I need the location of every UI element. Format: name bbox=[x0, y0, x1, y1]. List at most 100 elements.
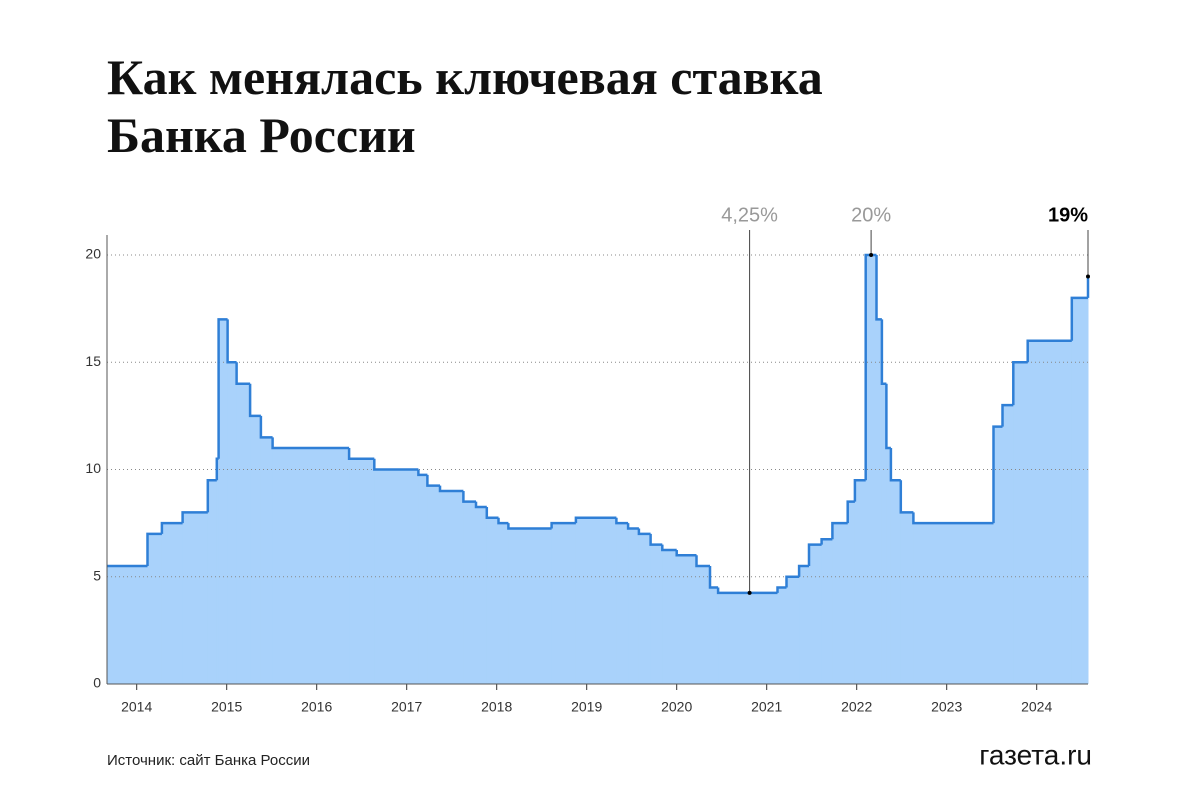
area-step bbox=[886, 448, 892, 684]
area-step bbox=[913, 523, 994, 684]
area-step bbox=[374, 469, 419, 684]
y-tick-label: 20 bbox=[85, 246, 101, 262]
area-step bbox=[847, 501, 856, 684]
area-step bbox=[161, 523, 184, 684]
step-line bbox=[992, 425, 1003, 524]
area-step bbox=[551, 523, 577, 684]
step-line bbox=[1001, 403, 1014, 427]
area-step bbox=[616, 523, 629, 684]
step-line bbox=[206, 478, 217, 513]
step-line bbox=[574, 516, 617, 524]
area-step bbox=[1013, 362, 1029, 684]
step-line bbox=[259, 415, 273, 439]
step-line bbox=[675, 549, 697, 557]
step-line bbox=[271, 437, 350, 450]
step-line bbox=[1026, 339, 1072, 363]
line bbox=[107, 253, 1090, 595]
annotation-label: 20% bbox=[851, 204, 891, 226]
step-line bbox=[785, 575, 800, 588]
step-line bbox=[615, 517, 629, 525]
area-step bbox=[440, 490, 464, 684]
step-line bbox=[820, 537, 833, 545]
step-line bbox=[695, 555, 710, 568]
area-step bbox=[628, 528, 640, 684]
area-step bbox=[662, 549, 678, 684]
x-tick-label: 2019 bbox=[571, 699, 602, 715]
x-tick-label: 2017 bbox=[391, 699, 422, 715]
area-step bbox=[463, 501, 477, 684]
step-line bbox=[438, 485, 464, 493]
y-tick-label: 15 bbox=[85, 353, 101, 369]
step-line bbox=[235, 362, 251, 385]
x-tick-label: 2018 bbox=[481, 699, 512, 715]
chart-title: Как менялась ключевая ставка Банка Росси… bbox=[107, 49, 823, 163]
area-step bbox=[786, 576, 800, 684]
step-line bbox=[1012, 361, 1028, 406]
step-line bbox=[912, 512, 994, 525]
area-step bbox=[993, 426, 1003, 684]
area-step bbox=[272, 448, 350, 684]
step-line bbox=[217, 318, 228, 459]
area-step bbox=[486, 517, 499, 684]
step-line bbox=[831, 521, 848, 540]
area-step bbox=[508, 528, 553, 684]
step-line bbox=[226, 319, 237, 364]
area-step bbox=[575, 517, 617, 684]
area bbox=[107, 255, 1089, 684]
area-step bbox=[710, 587, 719, 684]
step-line bbox=[880, 319, 887, 385]
step-line bbox=[637, 528, 651, 536]
area-step bbox=[107, 566, 148, 684]
step-line bbox=[248, 383, 261, 418]
y-tick-label: 0 bbox=[93, 675, 101, 691]
step-line bbox=[550, 521, 576, 529]
x-tick-label: 2016 bbox=[301, 699, 332, 715]
area-step bbox=[881, 383, 887, 684]
area-step bbox=[777, 587, 787, 684]
source: Источник: сайт Банка России bbox=[107, 752, 310, 769]
area-step bbox=[427, 485, 441, 684]
area-step bbox=[876, 319, 883, 684]
step-line bbox=[797, 564, 809, 577]
area-step bbox=[676, 555, 697, 684]
step-line bbox=[426, 474, 440, 487]
annotation-dot bbox=[869, 253, 874, 257]
step-line bbox=[853, 478, 866, 502]
area-step bbox=[832, 523, 849, 684]
area-step bbox=[182, 512, 209, 684]
area-step bbox=[1002, 405, 1014, 684]
step-line bbox=[1070, 296, 1088, 341]
step-line bbox=[146, 532, 162, 567]
y-tick-label: 5 bbox=[93, 567, 101, 583]
step-line bbox=[181, 511, 208, 524]
area-step bbox=[809, 544, 823, 684]
step-line bbox=[160, 521, 183, 534]
area-step bbox=[218, 319, 229, 684]
area-step bbox=[900, 512, 914, 684]
step-line bbox=[889, 448, 901, 482]
logo: газета.ru bbox=[979, 739, 1092, 770]
step-line bbox=[776, 586, 787, 593]
step-line bbox=[899, 480, 914, 514]
area-step bbox=[418, 474, 428, 684]
annotation-label: 19% bbox=[1048, 204, 1088, 226]
step-line bbox=[875, 255, 882, 321]
annotation-label: 4,25% bbox=[721, 204, 778, 226]
step-line bbox=[716, 587, 778, 595]
step-line bbox=[507, 523, 552, 530]
area-step bbox=[227, 362, 238, 684]
step-line bbox=[708, 566, 719, 589]
area-step bbox=[718, 592, 778, 684]
area-step bbox=[236, 383, 251, 684]
step-line bbox=[846, 500, 855, 524]
step-line bbox=[373, 458, 419, 471]
x-tick-label: 2015 bbox=[211, 699, 242, 715]
step-line bbox=[626, 523, 639, 530]
area-step bbox=[890, 480, 902, 684]
y-tick-label: 10 bbox=[85, 460, 101, 476]
step-line bbox=[661, 544, 677, 552]
x-tick-label: 2014 bbox=[121, 699, 152, 715]
x-tick-label: 2023 bbox=[931, 699, 962, 715]
